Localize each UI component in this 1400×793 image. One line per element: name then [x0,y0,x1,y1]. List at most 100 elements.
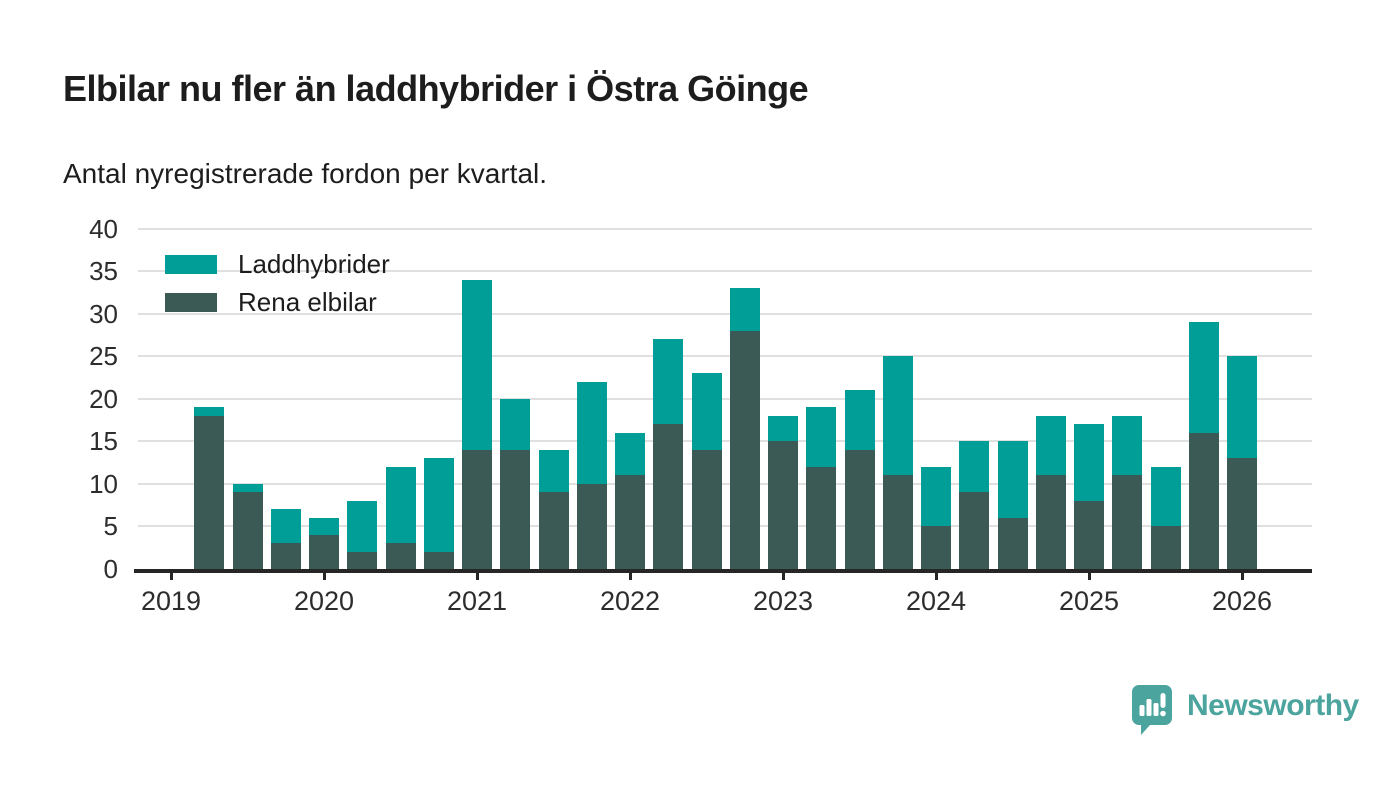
bar-segment-laddhybrider [1112,415,1143,476]
bar-segment-rena-elbilar [385,543,416,569]
bar-2023-q3 [844,0,875,569]
bar-segment-laddhybrider [1074,424,1104,501]
bar-2023-q1 [768,0,798,569]
chart-subtitle: Antal nyregistrerade fordon per kvartal. [63,158,548,189]
bar-2021-q4 [576,0,607,569]
bar-2020-q2 [347,0,378,569]
x-axis-line [134,569,1312,573]
bar-segment-rena-elbilar [959,492,990,569]
x-axis-year-label: 2021 [446,586,508,616]
bar-2020-q3 [385,0,416,569]
bar-segment-laddhybrider [538,449,569,493]
bar-segment-rena-elbilar [653,424,684,569]
x-axis-year-label: 2024 [905,586,967,616]
bar-segment-laddhybrider [270,509,301,544]
x-axis-tick [1087,572,1091,580]
bar-segment-laddhybrider [1227,356,1257,459]
bar-segment-laddhybrider [1150,466,1181,527]
legend-item-rena-elbilar: Rena elbilar [165,283,390,321]
x-axis-tick [934,572,938,580]
bar-segment-laddhybrider [615,432,645,476]
bar-segment-rena-elbilar [423,551,454,569]
chart-legend: Laddhybrider Rena elbilar [165,245,390,321]
y-axis-tick-label: 10 [89,468,118,499]
bar-segment-laddhybrider [309,517,339,535]
bar-segment-laddhybrider [691,373,722,450]
bar-2021-q1 [462,0,492,569]
gridline-y-30 [138,312,1312,315]
gridline-y-15 [138,440,1312,443]
bar-segment-rena-elbilar [921,526,951,569]
bar-2025-q1 [1074,0,1104,569]
bar-segment-laddhybrider [1035,415,1066,476]
bar-segment-laddhybrider [882,356,913,476]
bar-segment-rena-elbilar [576,483,607,569]
bar-2024-q4 [1035,0,1066,569]
chart-title: Elbilar nu fler än laddhybrider i Östra … [63,68,809,109]
bar-segment-rena-elbilar [194,415,225,569]
x-axis-tick [781,572,785,580]
bar-2020-q1 [309,0,339,569]
bar-2022-q3 [691,0,722,569]
bar-segment-rena-elbilar [500,449,531,569]
bar-segment-rena-elbilar [844,449,875,569]
bar-2024-q2 [959,0,990,569]
bar-segment-laddhybrider [462,279,492,450]
bar-segment-rena-elbilar [691,449,722,569]
x-axis-tick [322,572,326,580]
newsworthy-logo-text: Newsworthy [1187,689,1359,722]
y-axis-tick-label: 15 [89,426,118,457]
legend-swatch-rena-elbilar [165,292,217,312]
bar-segment-laddhybrider [194,407,225,416]
bar-segment-laddhybrider [921,466,951,527]
gridline-y-10 [138,482,1312,485]
bar-segment-laddhybrider [844,390,875,450]
bar-2021-q2 [500,0,531,569]
x-axis-year-label: 2019 [140,586,202,616]
bar-segment-rena-elbilar [806,466,837,569]
x-axis-year-label: 2025 [1058,586,1120,616]
bar-2021-q3 [538,0,569,569]
newsworthy-speech-bubble-barchart-icon [1132,685,1172,735]
bar-segment-rena-elbilar [270,543,301,569]
y-axis-tick-label: 40 [89,213,118,244]
bar-segment-rena-elbilar [1112,475,1143,569]
bar-segment-laddhybrider [347,500,378,552]
bar-2022-q2 [653,0,684,569]
bar-2019-q4 [270,0,301,569]
x-axis-year-label: 2022 [599,586,661,616]
bar-segment-rena-elbilar [1035,475,1066,569]
bar-segment-rena-elbilar [538,492,569,569]
bar-segment-rena-elbilar [1150,526,1181,569]
x-axis-tick [169,572,173,580]
gridline-y-20 [138,397,1312,400]
bar-2025-q4 [1188,0,1219,569]
bar-segment-rena-elbilar [882,475,913,569]
bar-segment-laddhybrider [768,415,798,442]
x-axis-tick [475,572,479,580]
bar-segment-laddhybrider [232,483,263,493]
bar-segment-rena-elbilar [232,492,263,569]
y-axis-tick-label: 0 [103,554,118,584]
bar-segment-rena-elbilar [729,330,760,569]
bar-segment-laddhybrider [423,458,454,552]
gridline-y-25 [138,355,1312,358]
x-axis-year-label: 2020 [293,586,355,616]
bar-segment-laddhybrider [653,339,684,425]
bar-2024-q1 [921,0,951,569]
bar-2023-q4 [882,0,913,569]
x-axis-tick [628,572,632,580]
bar-2019-q3 [232,0,263,569]
bar-2022-q1 [615,0,645,569]
y-axis-tick-label: 30 [89,298,118,329]
bar-segment-rena-elbilar [1188,432,1219,569]
bar-2026-q1 [1227,0,1257,569]
bar-segment-rena-elbilar [615,475,645,569]
bar-2019-q2 [194,0,225,569]
y-axis-tick-label: 20 [89,383,118,414]
bar-segment-rena-elbilar [1227,458,1257,569]
bar-segment-laddhybrider [576,381,607,484]
bar-segment-laddhybrider [500,398,531,450]
bar-2022-q4 [729,0,760,569]
